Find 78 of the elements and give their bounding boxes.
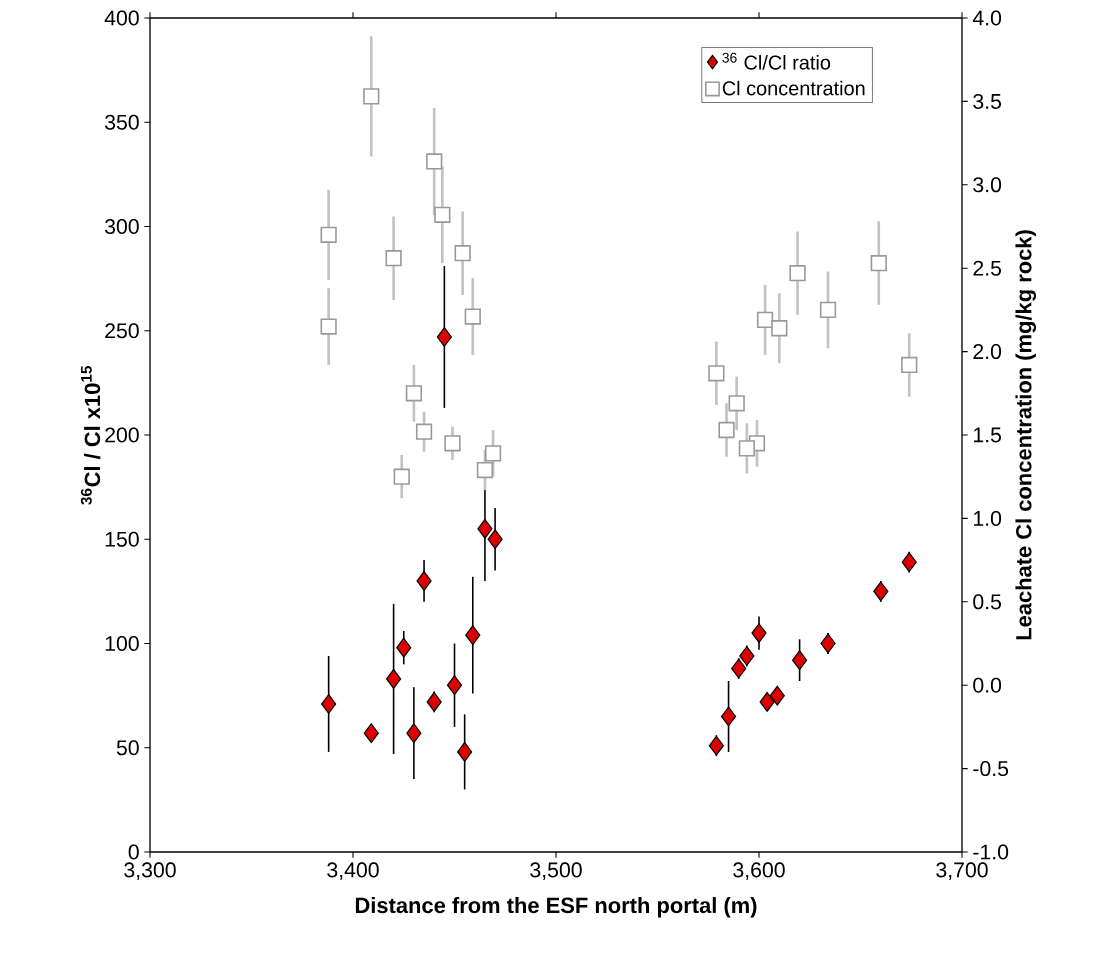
point xyxy=(405,385,423,402)
point xyxy=(446,675,463,696)
point xyxy=(751,623,767,644)
y2-tick-label: 2.0 xyxy=(973,344,1002,360)
point xyxy=(363,88,380,105)
point xyxy=(415,423,433,440)
point xyxy=(454,245,471,262)
y-tick-label: 0 xyxy=(128,844,139,860)
point xyxy=(756,311,774,329)
point xyxy=(792,650,808,671)
y2-tick-label: 0.0 xyxy=(973,677,1002,693)
x-tick-label: 3,500 xyxy=(530,862,582,880)
point xyxy=(771,320,788,337)
point xyxy=(465,625,481,646)
point xyxy=(393,468,410,485)
point xyxy=(487,529,503,550)
point xyxy=(739,646,755,666)
y2-tick-label: -1.0 xyxy=(973,844,1009,860)
y-axis-title: $^{36}$Cl / Cl x10$^{15}$ xyxy=(80,365,101,505)
legend-label: $^{36}$ Cl/Cl ratio xyxy=(722,52,831,70)
x-tick-label: 3,400 xyxy=(327,862,379,880)
point xyxy=(321,694,337,714)
point xyxy=(385,250,402,267)
point xyxy=(728,395,745,412)
x-axis-title: Distance from the ESF north portal (m) xyxy=(355,897,757,918)
point xyxy=(901,356,918,374)
point xyxy=(873,581,889,602)
point xyxy=(426,153,443,170)
point xyxy=(320,318,337,335)
y2-tick-label: -0.5 xyxy=(973,761,1009,777)
point xyxy=(477,518,493,539)
point xyxy=(720,706,737,727)
y2-tick-label: 3.5 xyxy=(973,93,1002,109)
point xyxy=(396,637,412,658)
point xyxy=(434,206,451,223)
point xyxy=(759,691,775,712)
y2-tick-label: 2.5 xyxy=(973,260,1002,276)
point xyxy=(406,723,422,744)
point xyxy=(416,571,432,591)
point xyxy=(708,735,724,756)
point xyxy=(718,421,735,439)
x-tick-label: 3,700 xyxy=(936,862,988,880)
y-tick-label: 150 xyxy=(105,531,139,547)
point xyxy=(426,691,442,712)
y-tick-label: 250 xyxy=(105,323,139,339)
point xyxy=(363,723,379,744)
point xyxy=(457,741,473,762)
point xyxy=(731,658,747,679)
point xyxy=(738,440,755,457)
point xyxy=(820,633,836,654)
x-tick-label: 3,600 xyxy=(733,862,785,880)
point xyxy=(484,445,502,462)
point xyxy=(476,461,494,479)
point xyxy=(444,435,461,452)
y-tick-label: 400 xyxy=(104,10,139,26)
point xyxy=(708,365,725,382)
point xyxy=(320,226,337,243)
point xyxy=(870,255,887,272)
y-tick-label: 350 xyxy=(104,114,139,130)
x-tick-label: 3,300 xyxy=(124,862,176,880)
point xyxy=(386,669,402,689)
y-tick-label: 200 xyxy=(105,427,139,443)
y2-tick-label: 1.5 xyxy=(974,427,1002,443)
point xyxy=(769,685,785,706)
y2-tick-label: 0.5 xyxy=(973,594,1002,610)
y-tick-label: 300 xyxy=(104,218,139,235)
point xyxy=(436,327,452,347)
y2-tick-label: 3.0 xyxy=(973,177,1002,193)
point xyxy=(819,301,837,319)
point xyxy=(464,308,481,325)
legend-label: Cl concentration xyxy=(722,80,865,96)
point xyxy=(901,552,917,573)
y2-axis-title: Leachate Cl concentration (mg/kg rock) xyxy=(1015,230,1036,640)
point xyxy=(789,265,806,282)
y2-tick-label: 1.0 xyxy=(974,510,1002,526)
y-tick-label: 100 xyxy=(105,635,139,652)
y2-tick-label: 4.0 xyxy=(972,10,1002,26)
y-tick-label: 50 xyxy=(116,740,139,756)
